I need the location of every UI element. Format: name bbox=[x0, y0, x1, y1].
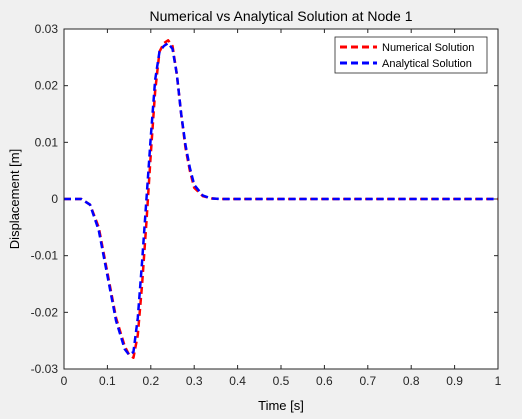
x-tick-label: 0.8 bbox=[403, 374, 420, 388]
x-tick-label: 0.4 bbox=[229, 374, 246, 388]
y-tick-label: 0.03 bbox=[35, 22, 59, 36]
y-tick-label: -0.01 bbox=[31, 249, 59, 263]
x-tick-label: 0.2 bbox=[142, 374, 159, 388]
x-tick-label: 0 bbox=[61, 374, 68, 388]
legend-label-numerical: Numerical Solution bbox=[382, 42, 474, 54]
x-axis-label: Time [s] bbox=[258, 398, 304, 413]
ticks-layer: 0 0.1 0.2 0.3 0.4 0.5 0.6 0.7 0.8 0.9 1 -0.03 -0.02 -… bbox=[31, 22, 502, 388]
x-tick-label: 0.9 bbox=[446, 374, 463, 388]
x-tick-label: 0.1 bbox=[99, 374, 116, 388]
axes-box bbox=[63, 28, 499, 370]
series-layer bbox=[64, 39, 498, 359]
y-tick-label: 0.02 bbox=[35, 79, 59, 93]
legend-label-analytical: Analytical Solution bbox=[382, 58, 472, 70]
y-tick-label: -0.03 bbox=[31, 362, 59, 376]
legend: Numerical Solution Analytical Solution bbox=[334, 36, 488, 74]
x-tick-label: 0.7 bbox=[359, 374, 376, 388]
x-tick-label: 0.3 bbox=[186, 374, 203, 388]
y-tick-label: 0 bbox=[51, 192, 58, 206]
y-axis-label: Displacement [m] bbox=[7, 149, 22, 249]
legend-box bbox=[334, 36, 488, 74]
series-line-numerical bbox=[64, 39, 498, 359]
chart-title: Numerical vs Analytical Solution at Node… bbox=[149, 8, 412, 24]
x-tick-label: 0.6 bbox=[316, 374, 333, 388]
x-tick-label: 1 bbox=[495, 374, 502, 388]
y-tick-label: 0.01 bbox=[35, 135, 59, 149]
y-tick-label: -0.02 bbox=[31, 305, 59, 319]
x-tick-label: 0.5 bbox=[273, 374, 290, 388]
